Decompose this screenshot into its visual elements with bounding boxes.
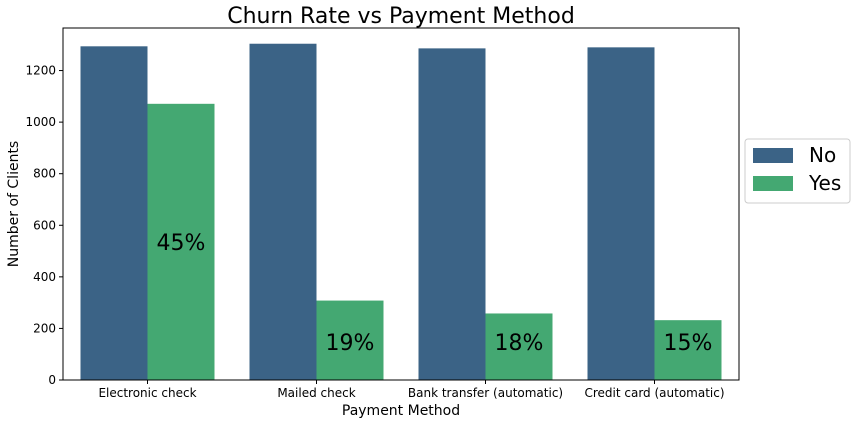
y-tick-label: 1200 bbox=[25, 64, 56, 78]
x-tick-label: Credit card (automatic) bbox=[584, 386, 724, 400]
bar-yes-3 bbox=[654, 320, 722, 380]
y-tick-label: 400 bbox=[33, 270, 56, 284]
y-axis: 0 200 400 600 800 1000 1200 bbox=[25, 64, 63, 387]
churn-percent-label: 15% bbox=[664, 331, 713, 356]
legend-swatch-yes bbox=[753, 176, 793, 191]
x-axis-label: Payment Method bbox=[342, 403, 460, 419]
bar-no-1 bbox=[249, 43, 317, 380]
y-axis-label: Number of Clients bbox=[6, 141, 22, 267]
x-axis: Electronic check Mailed check Bank transfe… bbox=[98, 380, 725, 400]
x-tick-label: Electronic check bbox=[98, 386, 196, 400]
x-tick-label: Mailed check bbox=[277, 386, 355, 400]
legend-label-yes: Yes bbox=[808, 171, 841, 195]
bars-group bbox=[80, 43, 722, 381]
bar-no-2 bbox=[418, 48, 486, 380]
churn-percent-label: 18% bbox=[495, 331, 544, 356]
bar-yes-2 bbox=[485, 313, 553, 380]
bar-yes-1 bbox=[316, 300, 384, 380]
chart-title: Churn Rate vs Payment Method bbox=[227, 4, 575, 29]
bar-yes-0 bbox=[147, 103, 215, 381]
legend: No Yes bbox=[744, 138, 851, 204]
y-tick-label: 1000 bbox=[25, 115, 56, 129]
legend-swatch-no bbox=[753, 148, 793, 163]
plot-frame bbox=[62, 27, 740, 381]
churn-percent-label: 19% bbox=[326, 331, 375, 356]
y-tick-label: 800 bbox=[33, 167, 56, 181]
legend-label-no: No bbox=[809, 143, 836, 167]
bar-no-3 bbox=[587, 47, 655, 380]
y-tick-label: 600 bbox=[33, 218, 56, 232]
x-tick-label: Bank transfer (automatic) bbox=[408, 386, 563, 400]
churn-percent-label: 45% bbox=[157, 231, 206, 256]
y-tick-label: 0 bbox=[48, 373, 56, 387]
annotations-group: 45% 19% 18% 15% bbox=[157, 231, 713, 356]
y-tick-label: 200 bbox=[33, 321, 56, 335]
bar-no-0 bbox=[80, 46, 148, 381]
